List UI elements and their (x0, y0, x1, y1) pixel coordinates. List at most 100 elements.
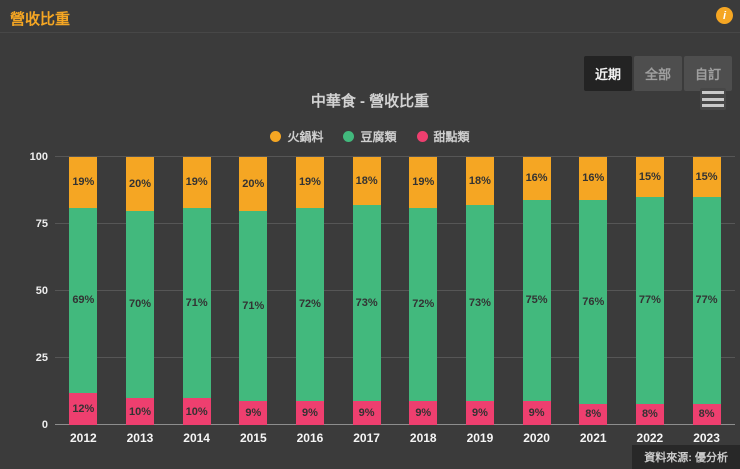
bar-segment[interactable]: 77% (692, 197, 721, 404)
bar-segment[interactable]: 19% (295, 157, 324, 208)
bar-value-label: 9% (245, 406, 262, 419)
gridline (55, 290, 735, 291)
x-tick-label: 2012 (69, 431, 97, 445)
legend-item[interactable]: 豆腐類 (343, 128, 397, 145)
bar-segment[interactable]: 75% (522, 199, 551, 401)
bar-value-label: 18% (468, 175, 491, 188)
hamburger-line (702, 97, 724, 101)
legend-marker-icon (343, 131, 355, 142)
bar-value-label: 20% (242, 177, 265, 190)
bar-segment[interactable]: 9% (409, 400, 438, 425)
bar-segment[interactable]: 77% (635, 197, 664, 404)
bar-segment[interactable]: 12% (69, 392, 98, 425)
hamburger-line (702, 91, 724, 94)
info-icon-glyph: i (722, 9, 727, 22)
legend-label: 豆腐類 (360, 130, 397, 144)
info-icon[interactable]: i (716, 7, 733, 24)
bar-column: 18% 73% 9% (352, 157, 381, 425)
columns: 19% 69% 12% 20% 70% 10% 19% 71% 10% 20% 71% 9% 19% 72… (55, 157, 735, 425)
x-tick-label: 2017 (353, 431, 380, 445)
bar-segment[interactable]: 71% (239, 210, 268, 401)
bar-value-label: 77% (638, 294, 661, 307)
bar-segment[interactable]: 20% (239, 157, 268, 211)
bar-segment[interactable]: 73% (352, 205, 381, 401)
bar-segment[interactable]: 10% (125, 398, 154, 425)
bar-segment[interactable]: 15% (692, 157, 721, 198)
bar-value-label: 9% (302, 406, 318, 419)
legend-marker-icon (416, 131, 428, 142)
bar-value-label: 71% (242, 299, 265, 312)
page-title: 營收比重 (10, 11, 71, 28)
bar-segment[interactable]: 70% (125, 210, 154, 399)
bar-segment[interactable]: 8% (635, 403, 664, 425)
gridline (55, 223, 735, 224)
bar-segment[interactable]: 9% (352, 400, 381, 425)
bar-value-label: 16% (582, 172, 605, 185)
bar-segment[interactable]: 72% (295, 207, 324, 401)
bar-segment[interactable]: 16% (522, 157, 551, 200)
gridline (55, 156, 735, 157)
range-selector: 近期 全部 自訂 (583, 56, 732, 91)
bar-segment[interactable]: 20% (125, 157, 154, 211)
bar-value-label: 16% (525, 172, 548, 185)
bar-segment[interactable]: 9% (239, 400, 268, 425)
legend-item[interactable]: 甜點類 (416, 128, 470, 145)
bar-segment[interactable]: 8% (692, 403, 721, 425)
x-tick-label: 2016 (296, 431, 324, 445)
bar-column: 16% 76% 8% (579, 157, 608, 425)
bar-segment[interactable]: 69% (69, 207, 98, 393)
bar-segment[interactable]: 18% (352, 157, 381, 206)
bar-segment[interactable]: 72% (409, 207, 438, 401)
bar-value-label: 9% (415, 406, 432, 419)
bar-column: 16% 75% 9% (522, 157, 551, 425)
range-button-custom[interactable]: 自訂 (683, 56, 732, 91)
hamburger-line (702, 104, 724, 107)
bar-value-label: 72% (298, 298, 321, 311)
bar-value-label: 12% (72, 402, 95, 415)
bar-column: 19% 72% 9% (295, 157, 324, 425)
bar-segment[interactable]: 10% (182, 398, 211, 425)
bar-segment[interactable]: 76% (579, 199, 608, 404)
bar-segment[interactable]: 19% (69, 157, 98, 208)
y-tick-label: 100 (29, 151, 48, 163)
bar-value-label: 19% (298, 176, 321, 189)
bar-segment[interactable]: 73% (465, 205, 494, 401)
bar-value-label: 73% (468, 297, 491, 310)
bar-segment[interactable]: 9% (465, 400, 494, 425)
range-button-recent[interactable]: 近期 (583, 56, 632, 91)
bar-segment[interactable]: 19% (409, 157, 438, 208)
x-axis: 2012 2013 2014 2015 2016 2017 2018 2019 2020 2021… (55, 431, 735, 445)
bar-column: 15% 77% 8% (692, 157, 721, 425)
legend-item[interactable]: 火鍋料 (270, 128, 323, 145)
bar-segment[interactable]: 9% (522, 400, 551, 425)
bar-column: 18% 73% 9% (465, 157, 494, 425)
bar-value-label: 10% (185, 405, 208, 418)
bar-column: 19% 69% 12% (69, 157, 98, 425)
bar-value-label: 19% (412, 176, 435, 189)
bar-column: 19% 71% 10% (182, 157, 211, 425)
y-tick-label: 50 (35, 285, 48, 297)
x-tick-label: 2015 (239, 431, 267, 445)
gridline (55, 357, 735, 358)
bar-segment[interactable]: 8% (579, 403, 608, 425)
bar-value-label: 77% (695, 294, 718, 307)
x-tick-label: 2018 (409, 431, 437, 445)
bar-segment[interactable]: 19% (182, 157, 211, 208)
range-button-all[interactable]: 全部 (633, 56, 682, 91)
bar-segment[interactable]: 71% (182, 207, 211, 399)
x-tick-label: 2021 (579, 431, 607, 445)
bar-segment[interactable]: 16% (579, 157, 608, 200)
bar-value-label: 72% (412, 298, 435, 311)
x-tick-label: 2013 (126, 431, 154, 445)
bar-value-label: 70% (128, 298, 151, 311)
bar-value-label: 19% (72, 176, 95, 189)
legend-label: 火鍋料 (287, 130, 324, 144)
y-axis: 0 25 50 75 100 (8, 151, 48, 431)
bar-segment[interactable]: 15% (635, 157, 664, 198)
bar-segment[interactable]: 18% (465, 157, 494, 206)
bar-value-label: 69% (72, 294, 95, 307)
x-tick-label: 2020 (523, 431, 550, 445)
bar-segment[interactable]: 9% (295, 400, 324, 425)
chart-menu-icon[interactable] (700, 88, 726, 110)
bar-column: 15% 77% 8% (635, 157, 664, 425)
